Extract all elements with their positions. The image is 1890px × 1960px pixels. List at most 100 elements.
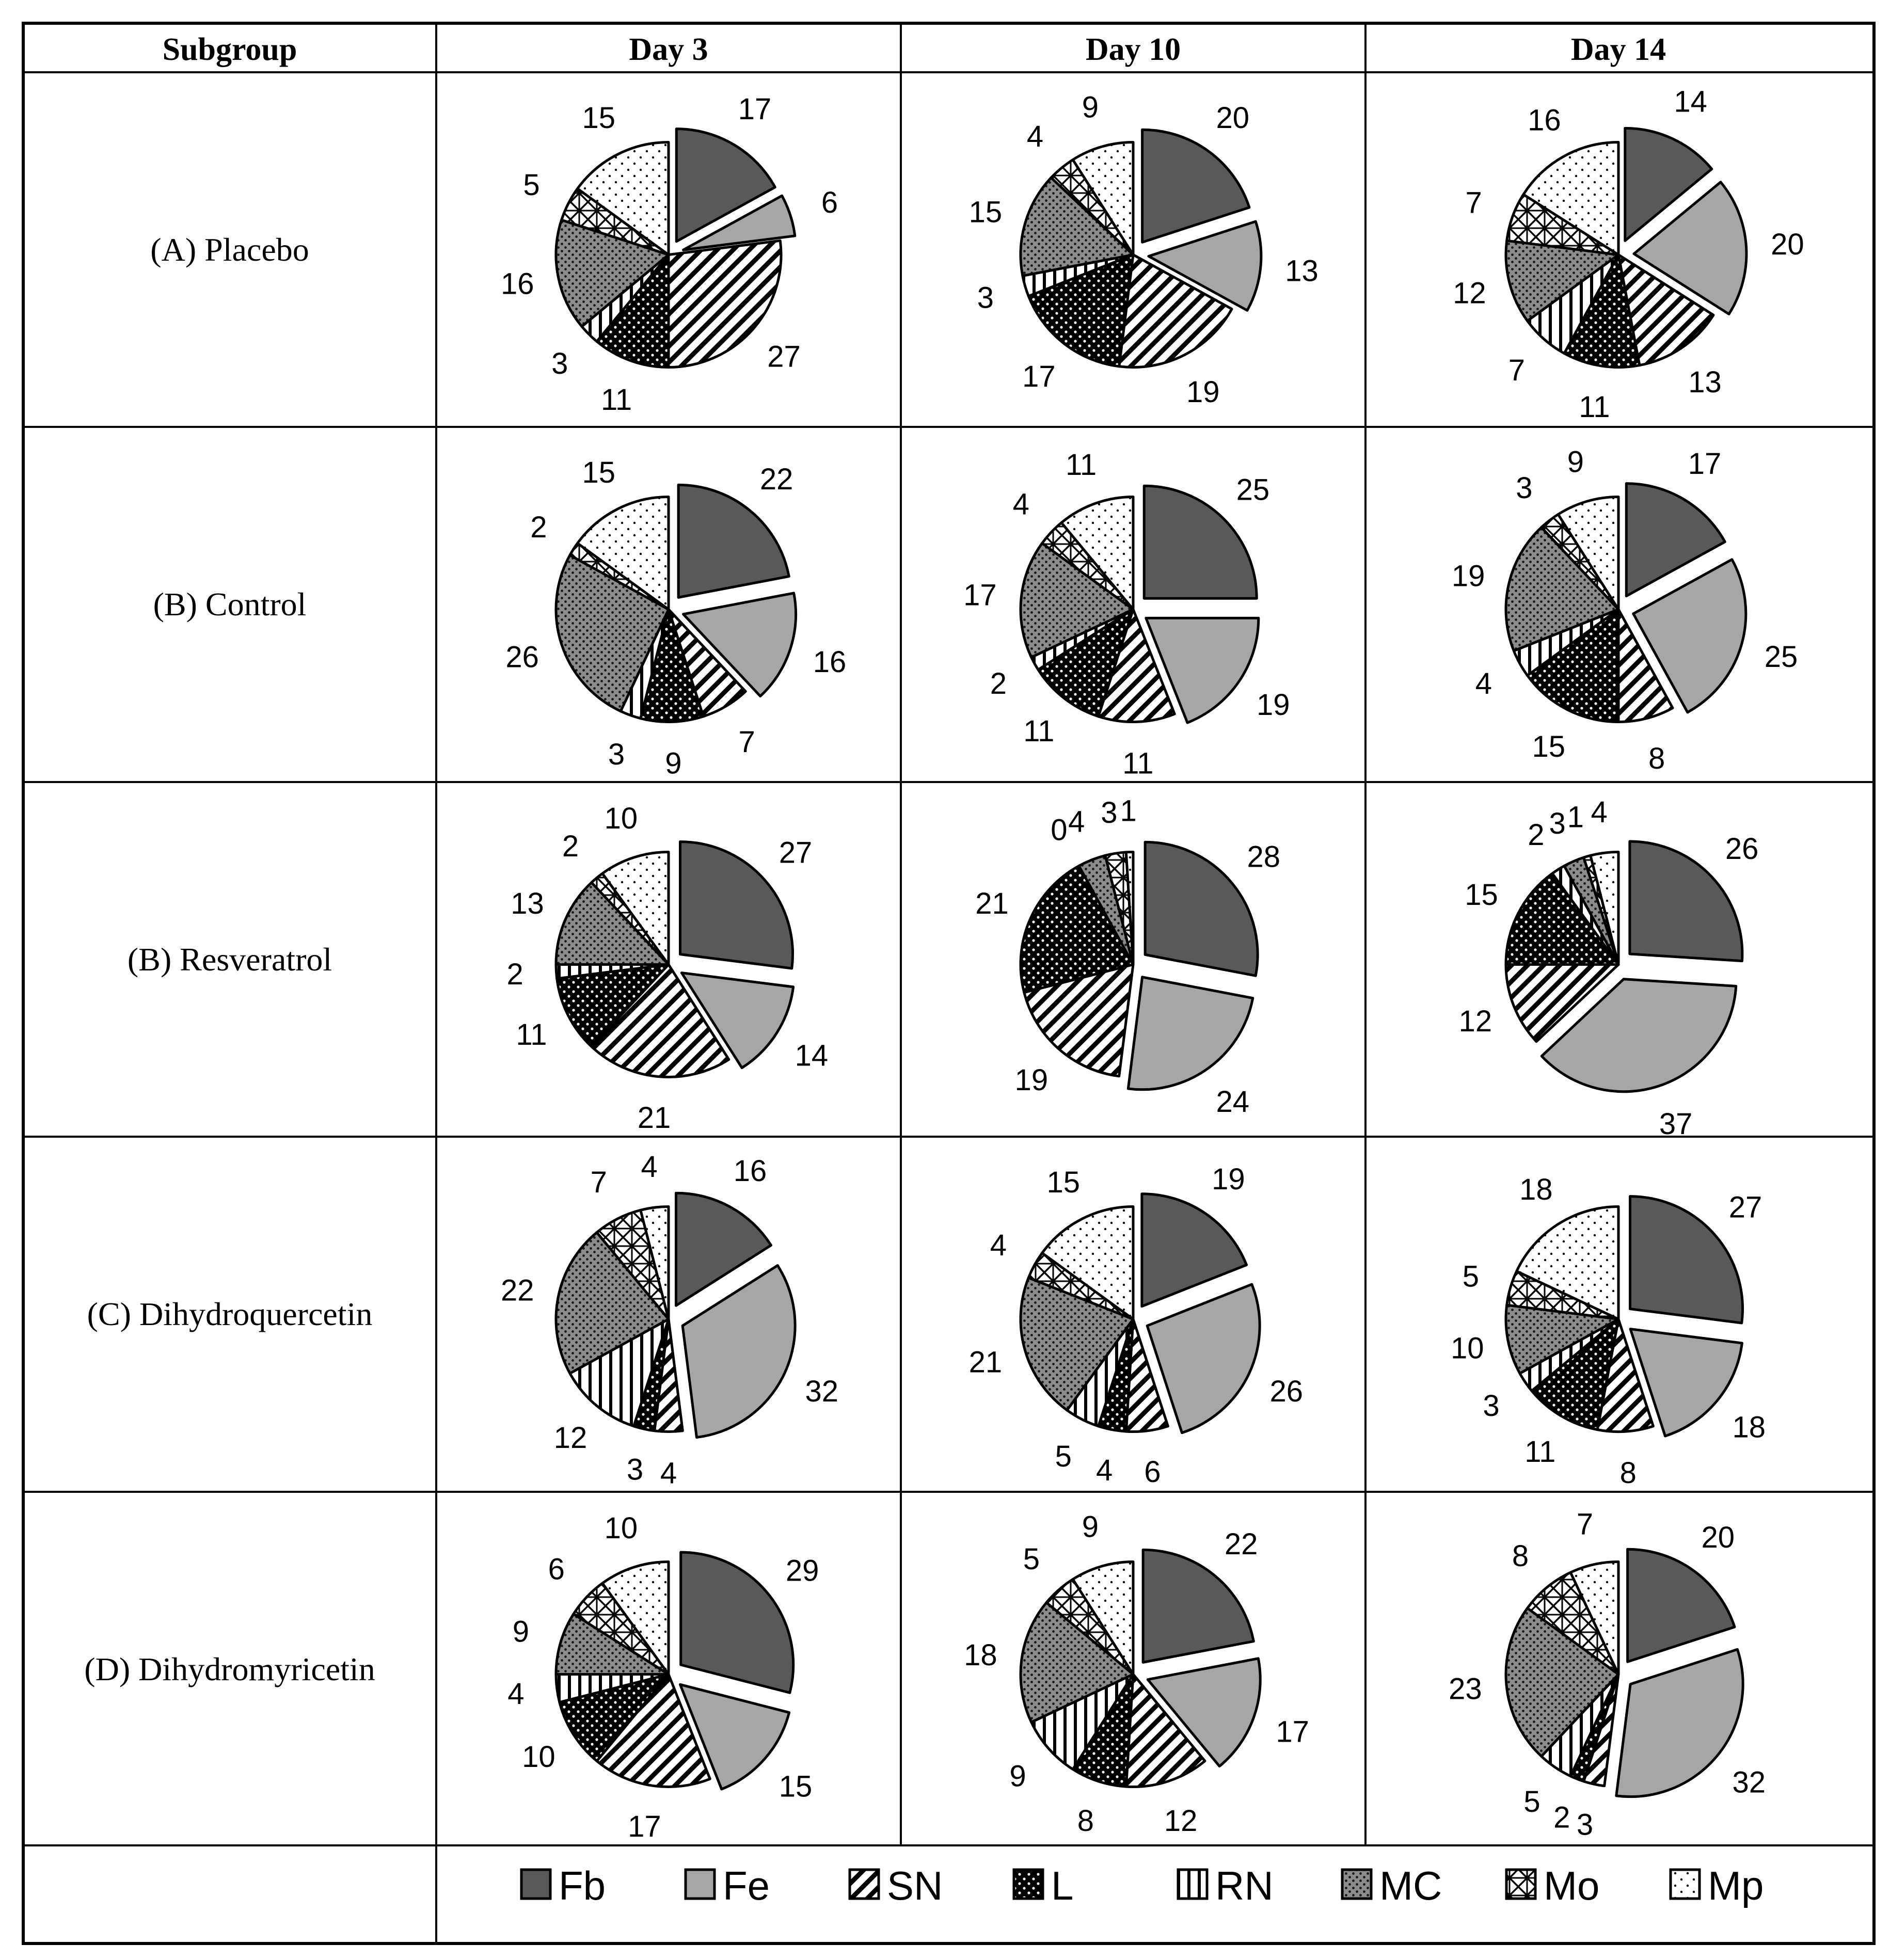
data-label-mc: 3 — [1549, 807, 1566, 840]
legend-item-mc: MC — [1341, 1863, 1442, 1908]
slice-mc — [554, 1613, 670, 1676]
table-grid — [22, 22, 1876, 1945]
data-label-mc: 15 — [969, 195, 1003, 229]
legend-item-rn: RN — [1177, 1863, 1274, 1908]
data-label-sn: 11 — [1122, 746, 1153, 780]
data-label-mp: 10 — [605, 802, 638, 835]
data-label-fe: 16 — [813, 645, 847, 679]
data-label-sn: 12 — [1459, 1005, 1492, 1038]
slice-sn — [1118, 253, 1233, 369]
data-label-mp: 4 — [1591, 795, 1608, 829]
data-label-mo: 7 — [1465, 186, 1482, 220]
legend-label-l: L — [1051, 1863, 1073, 1908]
data-label-rn: 3 — [977, 281, 994, 315]
data-label-mc: 10 — [1451, 1331, 1484, 1365]
data-label-rn: 3 — [551, 347, 568, 380]
data-label-mc: 19 — [1452, 559, 1485, 593]
pie-b-control-day-10: 25 19 11 11 2 17 4 11 — [963, 448, 1290, 780]
data-label-fe: 32 — [1732, 1766, 1766, 1799]
data-label-sn: 8 — [1648, 742, 1665, 775]
slice-mp — [1124, 851, 1135, 966]
data-label-mp: 1 — [1120, 794, 1137, 828]
pie-d-dihydromyricetin-day-10: 22 17 12 8 9 18 5 9 — [964, 1510, 1309, 1838]
slice-l — [1526, 608, 1620, 723]
data-label-mo: 2 — [530, 511, 547, 544]
header-day-3: Day 3 — [629, 32, 708, 67]
data-label-fe: 6 — [821, 186, 838, 219]
data-label-mc: 4 — [1068, 805, 1085, 838]
row-label-dihydromyricetin: (D) Dihydromyricetin — [84, 1651, 375, 1687]
data-label-mc: 18 — [964, 1638, 997, 1672]
slice-fb — [675, 128, 776, 243]
data-label-l: 11 — [601, 383, 632, 417]
data-label-fe: 20 — [1771, 228, 1804, 261]
legend-item-sn: SN — [848, 1863, 943, 1908]
data-label-fe: 15 — [779, 1770, 813, 1803]
pie-d-dihydromyricetin-day-3: 29 15 17 10 4 96 10 — [507, 1511, 819, 1843]
slice-l — [555, 963, 670, 1048]
slice-l — [639, 608, 705, 723]
legend-label-mo: Mo — [1544, 1863, 1599, 1908]
pie-b-control-day-14: 17 25 8 15 4 19 3 9 — [1452, 445, 1798, 775]
data-label-l: 11 — [1023, 714, 1054, 748]
data-label-l: 3 — [627, 1453, 643, 1486]
slice-mp — [1071, 141, 1135, 256]
header-day-10: Day 10 — [1086, 32, 1181, 67]
data-label-mp: 18 — [1519, 1173, 1553, 1206]
data-label-l: 10 — [522, 1740, 555, 1774]
data-label-mo: 3 — [1516, 471, 1532, 505]
data-label-sn: 4 — [660, 1457, 677, 1490]
row-label-control: (B) Control — [153, 586, 307, 623]
legend-swatch-mc — [1341, 1868, 1373, 1900]
data-label-fe: 37 — [1659, 1107, 1693, 1141]
table-header: Subgroup Day 3 Day 10 Day 14 — [163, 32, 1666, 67]
data-label-l: 11 — [1524, 1435, 1555, 1469]
slice-fb — [1140, 1192, 1248, 1308]
pie-a-placebo-day-14: 14 20 13 11 7 12 7 16 — [1453, 85, 1804, 424]
slice-fb — [1625, 482, 1726, 598]
slice-fb — [1141, 128, 1251, 244]
slice-sn — [595, 1673, 711, 1788]
slice-l — [1037, 608, 1135, 718]
slice-fb — [674, 1191, 773, 1307]
slice-fe — [1632, 181, 1748, 315]
data-label-fe: 14 — [795, 1039, 829, 1072]
row-label-placebo: (A) Placebo — [150, 231, 309, 268]
slice-mc — [1019, 1276, 1135, 1412]
data-label-mp: 15 — [1046, 1166, 1080, 1199]
pie-b-resveratrol-day-14: 26 37 12 15 2 3 1 4 — [1459, 795, 1759, 1141]
slice-mp — [1071, 1560, 1135, 1676]
data-label-mp: 10 — [605, 1511, 638, 1545]
pie-b-control-day-3: 22 16 7 9 3 26 2 15 — [505, 456, 846, 780]
data-label-sn: 19 — [1015, 1063, 1049, 1097]
data-label-mp: 15 — [582, 101, 615, 135]
data-label-fe: 13 — [1285, 254, 1319, 288]
slice-sn — [1124, 1673, 1206, 1788]
data-label-rn: 2 — [506, 958, 523, 991]
slice-fe — [1615, 1648, 1744, 1798]
data-label-fb: 29 — [786, 1554, 819, 1587]
slice-l — [1530, 1318, 1620, 1431]
data-label-mp: 4 — [641, 1150, 658, 1184]
slice-fe — [1126, 976, 1254, 1091]
data-label-l: 2 — [1553, 1801, 1570, 1835]
legend-item-mp: Mp — [1669, 1863, 1764, 1908]
data-label-l: 11 — [516, 1018, 547, 1051]
slice-mc — [1019, 541, 1135, 659]
slice-fe — [1146, 1283, 1261, 1435]
slice-fe — [681, 1264, 797, 1439]
data-label-fb: 19 — [1212, 1162, 1245, 1196]
data-label-mc: 17 — [963, 578, 997, 612]
slice-fe — [1540, 978, 1738, 1093]
data-label-fb: 25 — [1236, 473, 1270, 507]
slice-rn — [568, 1318, 670, 1428]
data-label-mc: 12 — [1453, 277, 1486, 310]
data-label-l: 9 — [665, 746, 681, 780]
data-label-rn: 9 — [1009, 1760, 1026, 1793]
legend-swatch-fb — [520, 1868, 552, 1900]
legend-label-mp: Mp — [1708, 1863, 1764, 1908]
